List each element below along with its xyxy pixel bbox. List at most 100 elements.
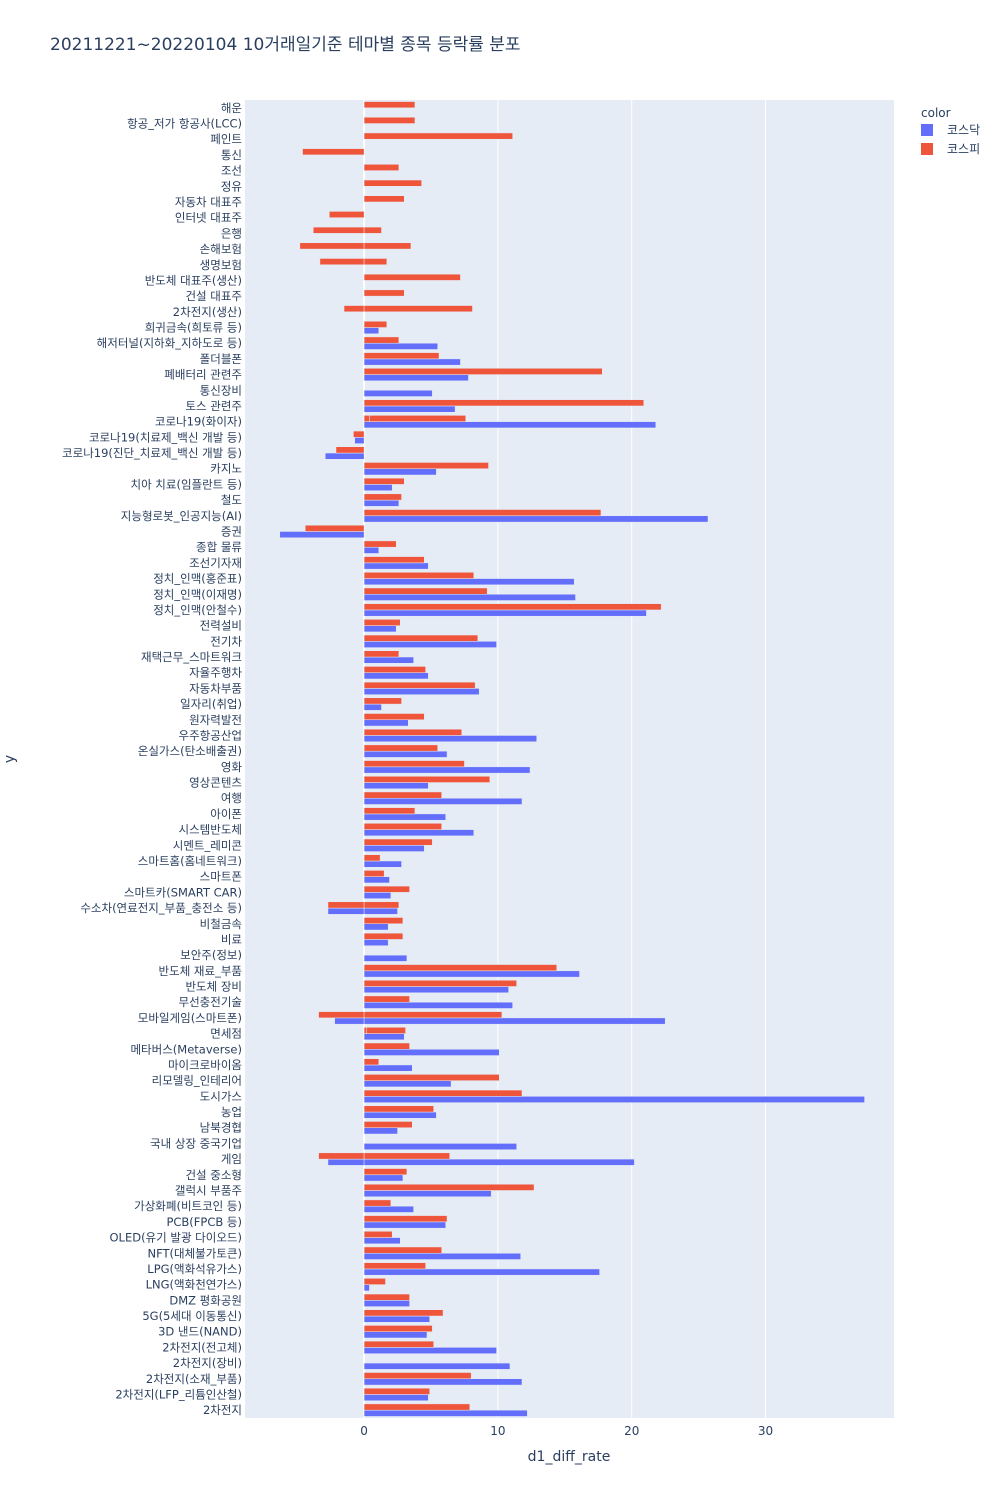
y-tick-label: 비료 — [221, 932, 242, 946]
x-tick-label: 20 — [624, 1424, 639, 1438]
y-tick-label: 종합 물류 — [196, 540, 242, 554]
bar-kosdaq — [363, 1033, 405, 1041]
y-tick-label: 시스템반도체 — [179, 823, 242, 837]
bar-kospi — [363, 1278, 386, 1285]
bar-kosdaq — [363, 342, 438, 350]
bar-kospi — [363, 885, 410, 893]
bar-kosdaq — [363, 578, 575, 586]
y-tick-label: 생명보험 — [200, 258, 242, 272]
bar-kospi — [363, 305, 473, 313]
bar-kospi — [363, 1246, 442, 1254]
bar-kospi — [363, 1027, 368, 1034]
bar-kospi — [363, 1074, 500, 1081]
bar-kospi — [363, 540, 397, 548]
y-tick-label: 해운 — [221, 101, 242, 115]
bar-kospi — [363, 1168, 408, 1176]
bar-kospi — [363, 728, 463, 736]
bar-kosdaq — [363, 1205, 414, 1213]
y-tick-label: 정치_인맥(홍준표) — [153, 572, 242, 586]
y-tick-label: 영상콘텐츠 — [189, 776, 242, 790]
y-tick-label: 마이크로바이옴 — [168, 1058, 242, 1072]
bar-kosdaq — [363, 327, 380, 335]
bar-kospi — [363, 932, 404, 940]
bar-kospi — [363, 1152, 450, 1160]
bar-kospi — [363, 713, 425, 721]
y-tick-label: 남북경협 — [200, 1121, 242, 1135]
y-tick-label: 전력설비 — [200, 619, 242, 633]
bar-kosdaq — [363, 1017, 666, 1025]
y-tick-label: 메타버스(Metaverse) — [130, 1042, 242, 1056]
bar-kospi — [363, 587, 488, 595]
bar-kosdaq — [363, 970, 580, 978]
bar-kosdaq — [363, 813, 446, 821]
bar-kosdaq — [363, 1158, 635, 1166]
y-tick-label: 국내 상장 중국기업 — [150, 1136, 242, 1150]
bar-kosdaq — [363, 860, 402, 868]
bar-kospi — [363, 744, 438, 752]
bar-kospi — [363, 1011, 503, 1019]
bar-kospi — [363, 760, 465, 768]
y-axis-label: y — [2, 755, 18, 763]
bars — [279, 101, 865, 1417]
bar-kosdaq — [363, 641, 497, 648]
bar-kosdaq — [279, 531, 365, 539]
legend-entry: 코스닥 — [947, 123, 980, 137]
plot-area — [245, 100, 894, 1418]
y-tick-label: PCB(FPCB 등) — [166, 1215, 242, 1229]
y-tick-label: 건설 중소형 — [185, 1168, 242, 1182]
bar-kospi — [335, 446, 365, 454]
y-tick-label: 가상화폐(비트코인 등) — [134, 1199, 242, 1213]
bar-kosdaq — [363, 609, 647, 617]
y-tick-label: 2차전지(소재_부품) — [146, 1372, 242, 1386]
y-tick-label: 코로나19(화이자) — [155, 415, 242, 429]
y-tick-label: 시멘트_레미콘 — [173, 838, 242, 852]
y-tick-label: 2차전지(LFP_리튬인산철) — [115, 1387, 242, 1401]
bar-kosdaq — [363, 1378, 523, 1386]
bar-kosdaq — [363, 1362, 511, 1370]
bar-kospi — [363, 1089, 523, 1097]
bar-kospi — [363, 1199, 392, 1207]
bar-kosdaq — [363, 499, 400, 507]
bar-kospi — [363, 273, 461, 281]
bar-kospi — [363, 132, 513, 140]
x-axis-label: d1_diff_rate — [528, 1449, 611, 1465]
bar-kosdaq — [363, 562, 429, 570]
bar-kospi — [363, 1121, 413, 1128]
bar-kospi — [366, 1027, 406, 1034]
y-tick-label: DMZ 평화공원 — [169, 1293, 242, 1307]
bar-kospi — [363, 1340, 434, 1348]
bar-kosdaq — [363, 1064, 413, 1072]
bar-kosdaq — [327, 907, 365, 915]
bar-kosdaq — [363, 1253, 521, 1260]
bar-kosdaq — [363, 358, 461, 366]
bar-kosdaq — [363, 1143, 517, 1150]
bar-kospi — [363, 556, 425, 564]
bar-kospi — [299, 242, 365, 250]
bar-kosdaq — [363, 939, 389, 946]
y-tick-label: 자동차 대표주 — [175, 195, 242, 209]
bar-kosdaq — [363, 1284, 370, 1292]
bar-kosdaq — [363, 782, 429, 790]
bar-kospi — [363, 226, 382, 234]
y-tick-label: 2차전지(전고체) — [162, 1340, 242, 1354]
bar-kosdaq — [363, 1331, 428, 1339]
y-tick-label: 철도 — [221, 493, 242, 507]
bar-kospi — [363, 289, 405, 297]
bar-kospi — [363, 399, 645, 407]
y-tick-label: 일자리(취업) — [180, 697, 242, 711]
bar-kosdaq — [363, 1049, 500, 1056]
y-tick-label: 건설 대표주 — [185, 289, 242, 303]
bar-kosdaq — [363, 374, 469, 382]
bar-kospi — [304, 524, 365, 532]
grid — [363, 100, 767, 1418]
bar-kosdaq — [363, 1127, 398, 1135]
bar-kospi — [369, 415, 467, 422]
y-tick-label: 희귀금속(희토류 등) — [145, 321, 242, 335]
bar-kosdaq — [363, 876, 390, 884]
bar-kosdaq — [363, 907, 398, 915]
bar-kosdaq — [363, 1300, 410, 1307]
bar-kospi — [363, 1309, 444, 1317]
y-tick-label: 통신 — [221, 148, 242, 162]
y-tick-label: 리모델링_인테리어 — [152, 1074, 242, 1088]
